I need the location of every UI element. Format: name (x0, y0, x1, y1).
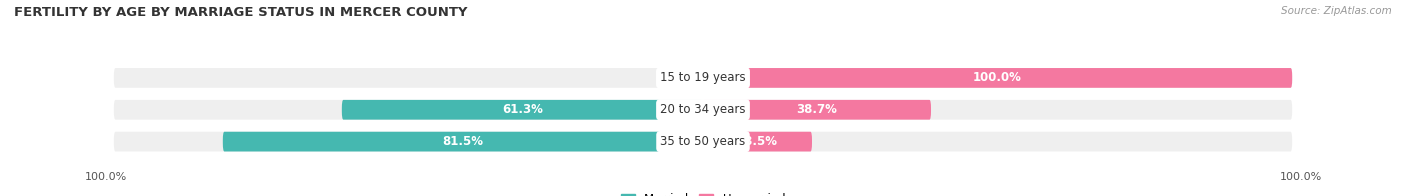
Text: 35 to 50 years: 35 to 50 years (661, 135, 745, 148)
Text: 100.0%: 100.0% (1279, 172, 1322, 182)
FancyBboxPatch shape (703, 132, 813, 152)
Text: 18.5%: 18.5% (737, 135, 778, 148)
Text: 81.5%: 81.5% (443, 135, 484, 148)
FancyBboxPatch shape (703, 68, 1292, 88)
Text: 0.0%: 0.0% (658, 71, 692, 84)
FancyBboxPatch shape (114, 68, 1292, 88)
FancyBboxPatch shape (703, 100, 931, 120)
Text: 15 to 19 years: 15 to 19 years (661, 71, 745, 84)
FancyBboxPatch shape (342, 100, 703, 120)
Text: 100.0%: 100.0% (84, 172, 127, 182)
FancyBboxPatch shape (114, 132, 1292, 152)
Text: Source: ZipAtlas.com: Source: ZipAtlas.com (1281, 6, 1392, 16)
Text: 38.7%: 38.7% (797, 103, 838, 116)
Text: 61.3%: 61.3% (502, 103, 543, 116)
Legend: Married, Unmarried: Married, Unmarried (616, 188, 790, 196)
Text: 100.0%: 100.0% (973, 71, 1022, 84)
Text: FERTILITY BY AGE BY MARRIAGE STATUS IN MERCER COUNTY: FERTILITY BY AGE BY MARRIAGE STATUS IN M… (14, 6, 468, 19)
FancyBboxPatch shape (222, 132, 703, 152)
Text: 20 to 34 years: 20 to 34 years (661, 103, 745, 116)
FancyBboxPatch shape (114, 100, 1292, 120)
